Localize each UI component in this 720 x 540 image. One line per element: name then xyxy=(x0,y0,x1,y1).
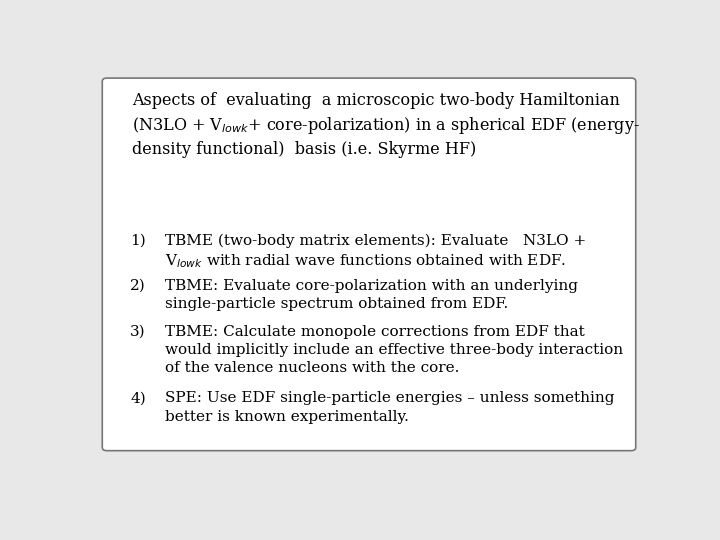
Text: TBME (two-body matrix elements): Evaluate   N3LO +
V$_{lowk}$ with radial wave f: TBME (two-body matrix elements): Evaluat… xyxy=(166,233,587,271)
Text: 3): 3) xyxy=(130,325,146,339)
Text: 2): 2) xyxy=(130,279,146,293)
Text: Aspects of  evaluating  a microscopic two-body Hamiltonian
(N3LO + V$_{lowk}$+ c: Aspects of evaluating a microscopic two-… xyxy=(132,92,640,158)
Text: TBME: Evaluate core-polarization with an underlying
single-particle spectrum obt: TBME: Evaluate core-polarization with an… xyxy=(166,279,578,312)
Text: TBME: Calculate monopole corrections from EDF that
would implicitly include an e: TBME: Calculate monopole corrections fro… xyxy=(166,325,624,375)
Text: 4): 4) xyxy=(130,391,146,405)
FancyBboxPatch shape xyxy=(102,78,636,451)
Text: SPE: Use EDF single-particle energies – unless something
better is known experim: SPE: Use EDF single-particle energies – … xyxy=(166,391,615,423)
Text: 1): 1) xyxy=(130,233,146,247)
